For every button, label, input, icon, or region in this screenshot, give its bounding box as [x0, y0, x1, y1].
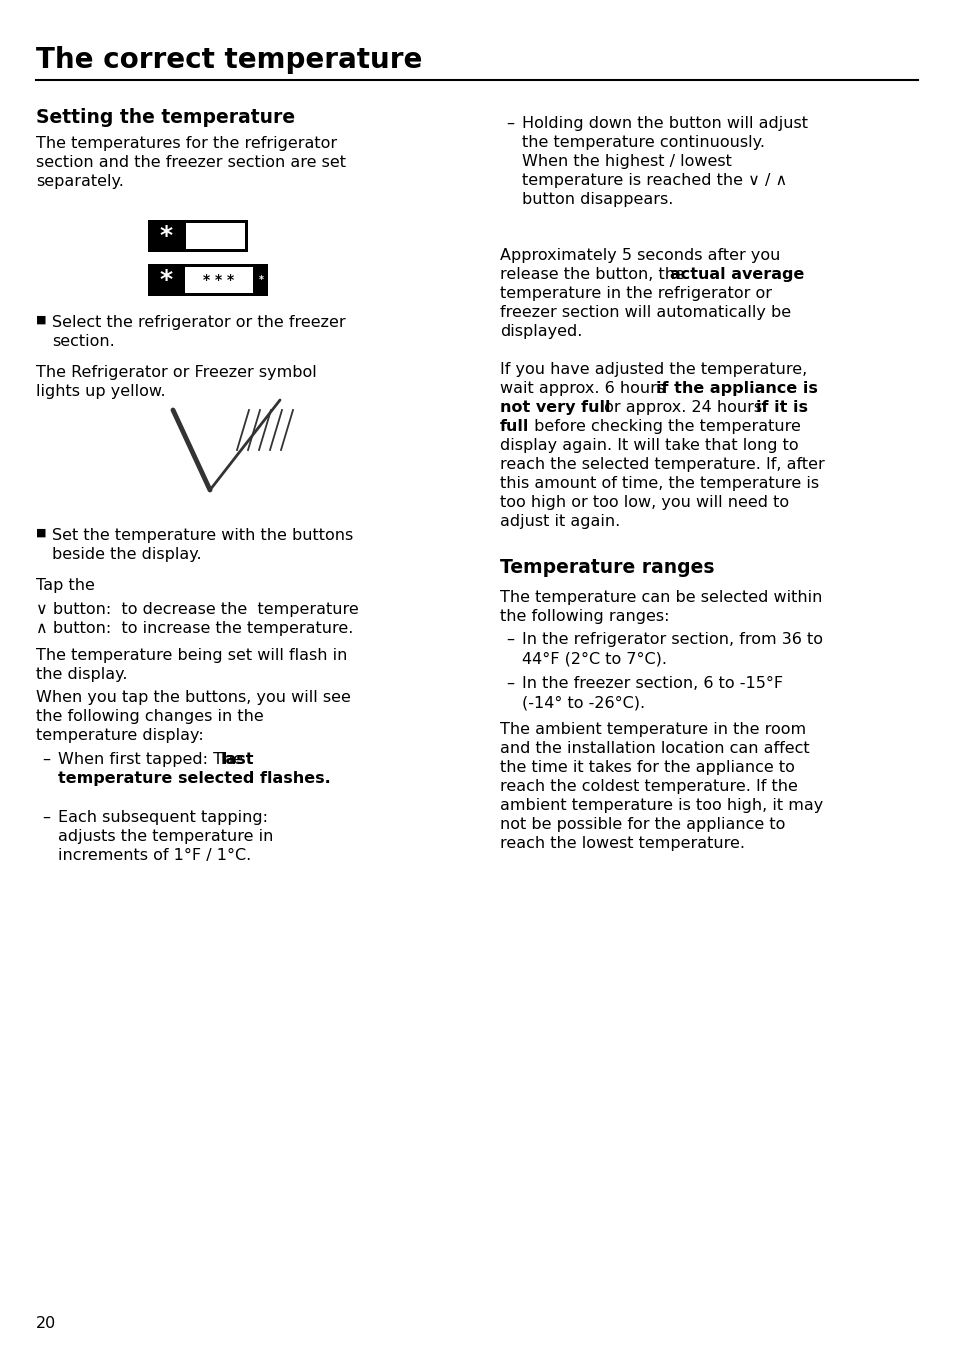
Text: temperature display:: temperature display:	[36, 727, 204, 744]
Text: and the installation location can affect: and the installation location can affect	[499, 741, 809, 756]
Text: (-14° to -26°C).: (-14° to -26°C).	[521, 695, 644, 710]
Text: reach the coldest temperature. If the: reach the coldest temperature. If the	[499, 779, 797, 794]
Text: The Refrigerator or Freezer symbol: The Refrigerator or Freezer symbol	[36, 365, 316, 380]
Text: the following changes in the: the following changes in the	[36, 708, 263, 725]
Text: section.: section.	[52, 334, 114, 349]
Text: actual average: actual average	[669, 266, 803, 283]
Bar	[148, 220, 248, 251]
Text: *: *	[258, 274, 263, 285]
Text: When first tapped: The: When first tapped: The	[58, 752, 248, 767]
Text: 20: 20	[36, 1315, 56, 1330]
Text: the following ranges:: the following ranges:	[499, 608, 669, 625]
Text: In the freezer section, 6 to -15°F: In the freezer section, 6 to -15°F	[521, 676, 782, 691]
Text: 44°F (2°C to 7°C).: 44°F (2°C to 7°C).	[521, 652, 666, 667]
Text: If you have adjusted the temperature,: If you have adjusted the temperature,	[499, 362, 806, 377]
Text: ambient temperature is too high, it may: ambient temperature is too high, it may	[499, 798, 822, 813]
Text: separately.: separately.	[36, 174, 124, 189]
Text: *: *	[159, 268, 172, 292]
Text: adjust it again.: adjust it again.	[499, 514, 619, 529]
Text: When you tap the buttons, you will see: When you tap the buttons, you will see	[36, 690, 351, 704]
Text: last: last	[221, 752, 254, 767]
Text: In the refrigerator section, from 36 to: In the refrigerator section, from 36 to	[521, 631, 822, 648]
Text: –: –	[505, 631, 514, 648]
Bar	[186, 223, 245, 249]
Text: Tap the: Tap the	[36, 579, 94, 594]
Text: displayed.: displayed.	[499, 324, 581, 339]
Text: temperature in the refrigerator or: temperature in the refrigerator or	[499, 287, 771, 301]
Text: Setting the temperature: Setting the temperature	[36, 108, 294, 127]
Text: ■: ■	[36, 315, 47, 324]
Text: full: full	[499, 419, 529, 434]
Text: When the highest / lowest: When the highest / lowest	[521, 154, 731, 169]
Text: reach the lowest temperature.: reach the lowest temperature.	[499, 836, 744, 850]
Text: ∨ button:  to decrease the  temperature: ∨ button: to decrease the temperature	[36, 602, 358, 617]
Text: The temperature can be selected within: The temperature can be selected within	[499, 589, 821, 604]
Text: section and the freezer section are set: section and the freezer section are set	[36, 155, 346, 170]
Text: not very full: not very full	[499, 400, 610, 415]
Text: or approx. 24 hours: or approx. 24 hours	[598, 400, 766, 415]
Text: The temperature being set will flash in: The temperature being set will flash in	[36, 648, 347, 662]
Text: ∧ button:  to increase the temperature.: ∧ button: to increase the temperature.	[36, 621, 353, 635]
Text: not be possible for the appliance to: not be possible for the appliance to	[499, 817, 784, 831]
Text: wait approx. 6 hours: wait approx. 6 hours	[499, 381, 670, 396]
Text: temperature selected flashes.: temperature selected flashes.	[58, 771, 331, 786]
Text: release the button, the: release the button, the	[499, 266, 689, 283]
Text: the temperature continuously.: the temperature continuously.	[521, 135, 764, 150]
Text: Holding down the button will adjust: Holding down the button will adjust	[521, 116, 807, 131]
Text: ■: ■	[36, 529, 47, 538]
Text: too high or too low, you will need to: too high or too low, you will need to	[499, 495, 788, 510]
Text: button disappears.: button disappears.	[521, 192, 673, 207]
Text: this amount of time, the temperature is: this amount of time, the temperature is	[499, 476, 819, 491]
Text: the display.: the display.	[36, 667, 128, 681]
Text: the time it takes for the appliance to: the time it takes for the appliance to	[499, 760, 794, 775]
Text: if the appliance is: if the appliance is	[656, 381, 817, 396]
Text: –: –	[505, 676, 514, 691]
Text: before checking the temperature: before checking the temperature	[529, 419, 800, 434]
Text: –: –	[505, 116, 514, 131]
Text: Select the refrigerator or the freezer: Select the refrigerator or the freezer	[52, 315, 345, 330]
Text: –: –	[42, 810, 50, 825]
Text: temperature is reached the ∨ / ∧: temperature is reached the ∨ / ∧	[521, 173, 786, 188]
Text: * * *: * * *	[203, 273, 234, 287]
Text: The correct temperature: The correct temperature	[36, 46, 422, 74]
Text: adjusts the temperature in: adjusts the temperature in	[58, 829, 274, 844]
Text: increments of 1°F / 1°C.: increments of 1°F / 1°C.	[58, 848, 251, 863]
Text: beside the display.: beside the display.	[52, 548, 201, 562]
Bar	[148, 264, 268, 296]
Text: Each subsequent tapping:: Each subsequent tapping:	[58, 810, 268, 825]
Text: Set the temperature with the buttons: Set the temperature with the buttons	[52, 529, 353, 544]
Text: –: –	[42, 752, 50, 767]
Text: display again. It will take that long to: display again. It will take that long to	[499, 438, 798, 453]
Bar	[185, 266, 253, 293]
Text: *: *	[159, 224, 172, 247]
Text: Temperature ranges: Temperature ranges	[499, 558, 714, 577]
Text: Approximately 5 seconds after you: Approximately 5 seconds after you	[499, 247, 780, 264]
Text: freezer section will automatically be: freezer section will automatically be	[499, 306, 790, 320]
Text: The temperatures for the refrigerator: The temperatures for the refrigerator	[36, 137, 336, 151]
Text: if it is: if it is	[755, 400, 807, 415]
Text: The ambient temperature in the room: The ambient temperature in the room	[499, 722, 805, 737]
Text: reach the selected temperature. If, after: reach the selected temperature. If, afte…	[499, 457, 824, 472]
Text: lights up yellow.: lights up yellow.	[36, 384, 166, 399]
